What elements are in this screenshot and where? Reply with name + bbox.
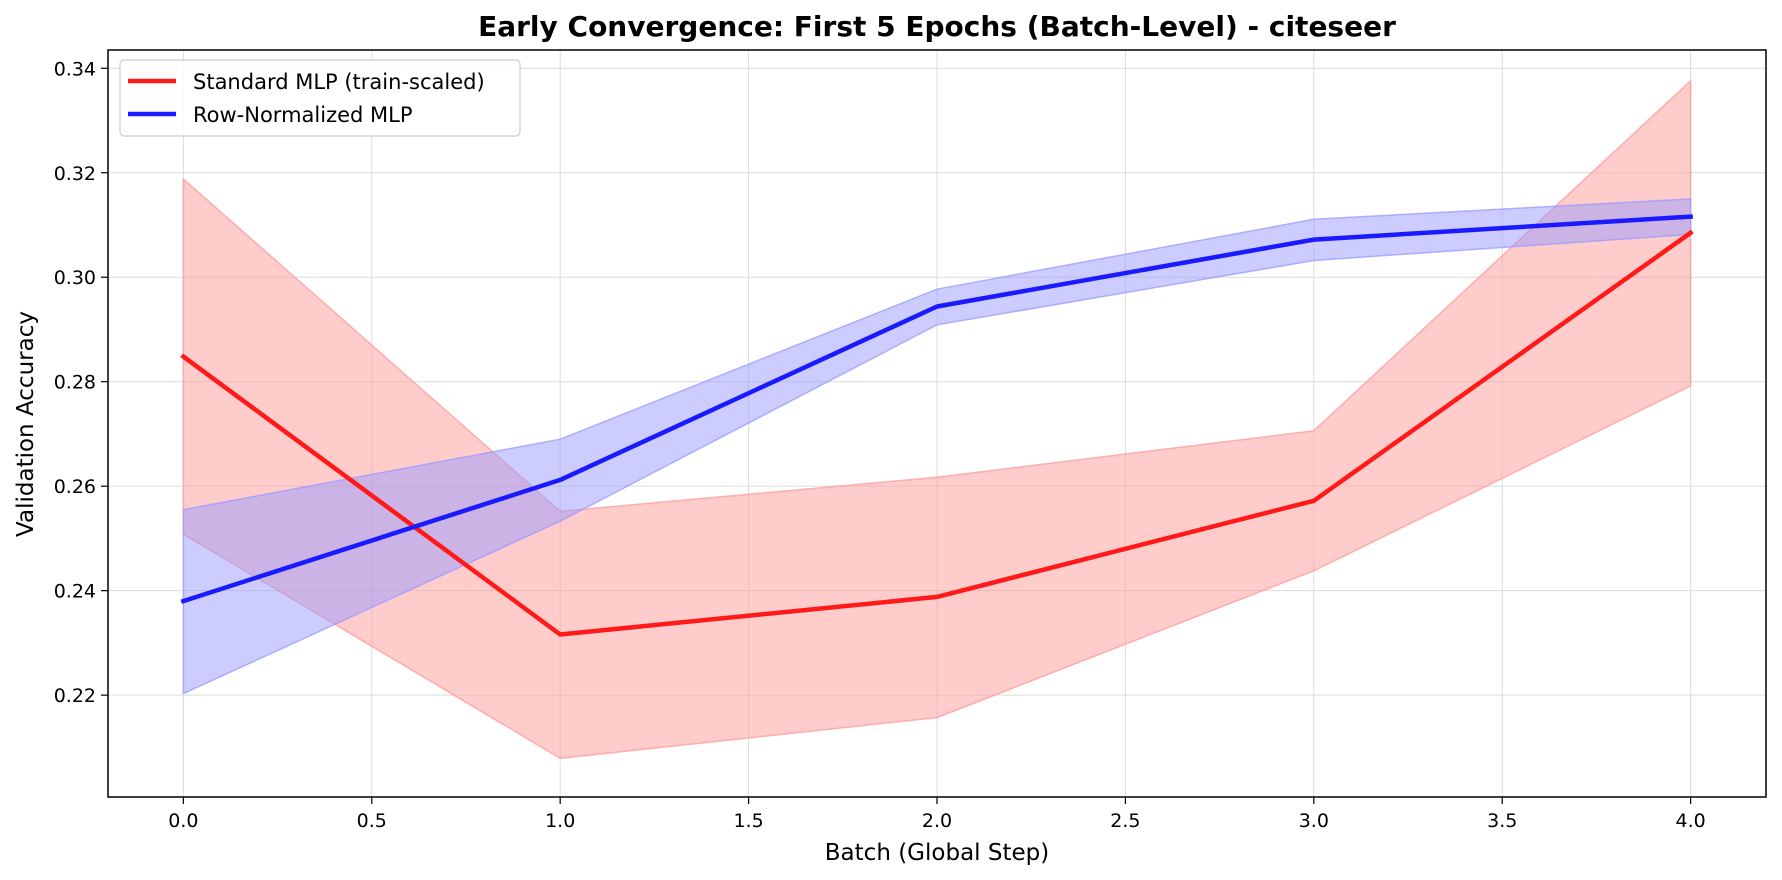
- legend-label-1: Standard MLP (train-scaled): [193, 70, 485, 94]
- series-lines: [180, 214, 1694, 637]
- x-axis-ticks: 0.0 0.5 1.0 1.5 2.0 2.5 3.0 3.5 4.0: [168, 797, 1706, 832]
- x-axis-label: Batch (Global Step): [825, 840, 1049, 866]
- y-tick-label: 0.22: [54, 685, 96, 707]
- legend-box: [119, 59, 521, 137]
- x-tick-label: 0.5: [357, 810, 387, 832]
- confidence-band-1: [182, 79, 1692, 760]
- legend-label-2: Row-Normalized MLP: [193, 103, 413, 127]
- series-line-1: [180, 229, 1694, 637]
- x-tick-label: 2.5: [1110, 810, 1140, 832]
- x-tick-label: 0.0: [168, 810, 198, 832]
- x-tick-label: 4.0: [1676, 810, 1706, 832]
- series-line-2: [180, 214, 1693, 604]
- y-tick-label: 0.24: [54, 581, 96, 603]
- x-tick-label: 3.0: [1299, 810, 1329, 832]
- x-tick-label: 2.0: [922, 810, 952, 832]
- y-tick-label: 0.32: [54, 163, 96, 185]
- y-tick-label: 0.34: [54, 58, 96, 80]
- x-tick-label: 3.5: [1487, 810, 1517, 832]
- y-axis-label: Validation Accuracy: [13, 311, 39, 537]
- chart-title: Early Convergence: First 5 Epochs (Batch…: [478, 10, 1396, 43]
- y-tick-label: 0.26: [54, 476, 96, 498]
- x-tick-label: 1.5: [733, 810, 763, 832]
- y-tick-label: 0.28: [54, 372, 96, 394]
- y-tick-label: 0.30: [54, 267, 96, 289]
- x-tick-label: 1.0: [545, 810, 575, 832]
- legend: Standard MLP (train-scaled) Row-Normalize…: [119, 59, 521, 137]
- y-axis-ticks: 0.22 0.24 0.26 0.28 0.30 0.32 0.34: [54, 58, 108, 707]
